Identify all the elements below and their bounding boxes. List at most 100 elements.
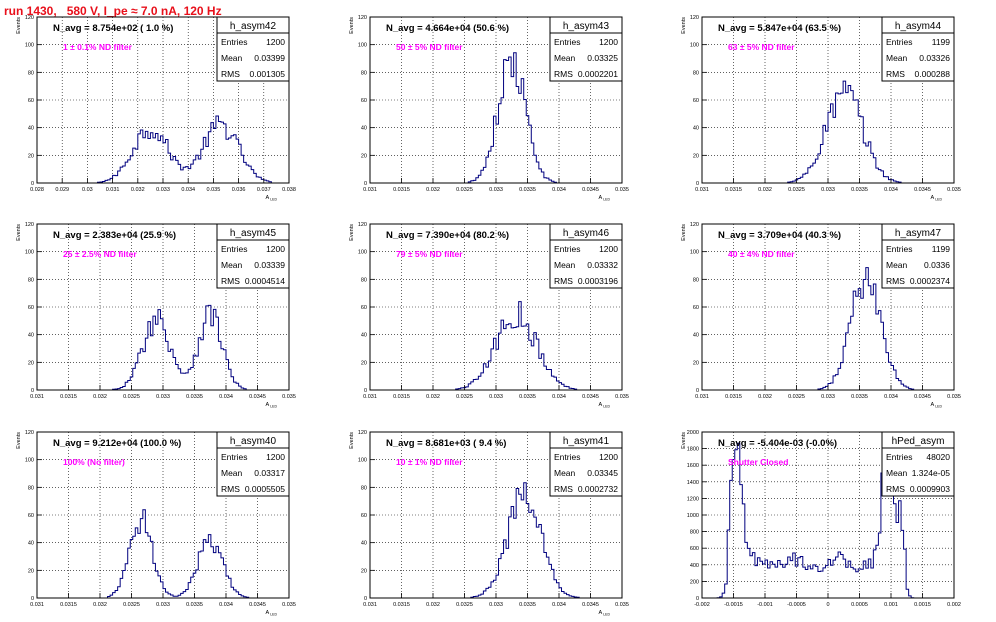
x-tick-label: 0.035	[615, 602, 629, 608]
y-tick-label: 400	[690, 563, 699, 569]
x-tick-label: 0.032	[758, 394, 772, 400]
stats-label-mean: Mean	[886, 260, 908, 270]
y-tick-label: 60	[361, 98, 367, 104]
stats-label-rms: RMS	[221, 484, 240, 494]
x-tick-label: 0.034	[219, 602, 233, 608]
y-tick-label: 100	[25, 43, 34, 49]
y-tick-label: 60	[28, 513, 34, 519]
x-tick-label: 0.032	[426, 394, 440, 400]
x-tick-label: 0	[826, 602, 829, 608]
x-tick-label: 0.028	[30, 187, 44, 193]
y-tick-label: 60	[693, 305, 699, 311]
x-tick-label: 0.034	[884, 187, 898, 193]
x-tick-label: 0.031	[695, 394, 709, 400]
x-tick-label: 0.033	[156, 187, 170, 193]
stats-histogram-name: h_asym47	[895, 228, 942, 239]
stats-label-rms: RMS	[554, 484, 573, 494]
x-tick-label: 0.03	[82, 187, 93, 193]
y-tick-label: 40	[28, 333, 34, 339]
y-tick-label: 40	[693, 126, 699, 132]
histogram-title: N_avg = 7.390e+04 (80.2 %)	[386, 230, 509, 241]
y-tick-label: 40	[361, 126, 367, 132]
x-tick-label: 0.033	[489, 602, 503, 608]
stats-label-rms: RMS	[221, 69, 240, 79]
stats-value-entries: 1200	[266, 37, 285, 47]
y-tick-label: 120	[25, 430, 34, 436]
y-tick-label: 100	[358, 43, 367, 49]
y-tick-label: 0	[364, 181, 367, 187]
filter-annotation: 40 ± 4% ND filter	[728, 249, 795, 259]
stats-label-entries: Entries	[886, 37, 912, 47]
stats-box	[881, 32, 955, 82]
stats-value-mean: 0.03399	[254, 53, 285, 63]
stats-box	[549, 447, 623, 497]
filter-annotation: 1 ± 0.1% ND filter	[63, 42, 133, 52]
x-tick-label: 0.033	[489, 394, 503, 400]
stats-value-entries: 48020	[926, 452, 950, 462]
stats-value-rms: 0.0002201	[578, 69, 618, 79]
stats-label-rms: RMS	[886, 69, 905, 79]
y-tick-label: 80	[693, 70, 699, 76]
x-tick-label: 0.0315	[393, 394, 410, 400]
x-tick-label: 0.033	[821, 394, 835, 400]
y-tick-label: 40	[693, 333, 699, 339]
y-tick-label: 80	[361, 277, 367, 283]
x-tick-label: 0.0335	[519, 394, 536, 400]
stats-value-rms: 0.0002732	[578, 484, 618, 494]
stats-histogram-name: h_asym40	[230, 436, 277, 447]
stats-value-entries: 1200	[266, 452, 285, 462]
x-axis-label: A LED	[599, 402, 611, 409]
stats-box	[549, 32, 623, 82]
stats-value-rms: 0.0002374	[910, 276, 950, 286]
y-axis-label: Events	[16, 432, 22, 449]
y-tick-label: 100	[25, 250, 34, 256]
histogram-title: N_avg = -5.404e-03 (-0.0%)	[718, 438, 837, 449]
histogram-line	[702, 431, 954, 599]
stats-value-mean: 0.03326	[919, 53, 950, 63]
x-tick-label: 0.001	[884, 602, 898, 608]
x-tick-label: 0.0315	[60, 394, 77, 400]
histogram-h_asym43: 0.031 0.0315 0.032 0.0325 0.033 0.0335 0.034 0.…	[349, 15, 629, 202]
y-tick-label: 40	[28, 126, 34, 132]
stats-label-rms: RMS	[554, 69, 573, 79]
y-tick-label: 80	[28, 277, 34, 283]
run-title: run 1430, 580 V, I_pe ≈ 7.0 nA, 120 Hz	[4, 4, 222, 18]
x-tick-label: -0.0015	[724, 602, 743, 608]
x-tick-label: 0.032	[93, 394, 107, 400]
x-tick-label: 0.0315	[393, 187, 410, 193]
x-axis-label: A LED	[931, 402, 943, 409]
filter-annotation: 63 ± 5% ND filter	[728, 42, 795, 52]
y-tick-label: 120	[358, 222, 367, 228]
x-tick-label: 0.0335	[519, 602, 536, 608]
y-tick-label: 0	[364, 596, 367, 602]
x-tick-label: 0.0335	[851, 394, 868, 400]
y-tick-label: 40	[361, 333, 367, 339]
y-tick-label: 80	[361, 485, 367, 491]
stats-label-mean: Mean	[221, 468, 243, 478]
y-tick-label: 120	[358, 430, 367, 436]
x-tick-label: 0.034	[552, 394, 566, 400]
y-tick-label: 120	[690, 15, 699, 21]
x-tick-label: 0.036	[232, 187, 246, 193]
x-tick-label: 0.033	[489, 187, 503, 193]
x-tick-label: 0.031	[363, 602, 377, 608]
y-tick-label: 120	[690, 222, 699, 228]
y-tick-label: 600	[690, 546, 699, 552]
y-axis-label: Events	[16, 224, 22, 241]
stats-label-mean: Mean	[886, 53, 908, 63]
histogram-h_asym44: 0.031 0.0315 0.032 0.0325 0.033 0.0335 0.034 0.…	[681, 15, 961, 202]
histogram-title: N_avg = 3.709e+04 (40.3 %)	[718, 230, 841, 241]
filter-annotation: 25 ± 2.5% ND filter	[63, 249, 137, 259]
histogram-title: N_avg = 8.681e+03 ( 9.4 %)	[386, 438, 506, 449]
stats-label-rms: RMS	[221, 276, 240, 286]
x-tick-label: 0.0325	[788, 394, 805, 400]
y-tick-label: 0	[696, 388, 699, 394]
stats-value-entries: 1200	[599, 452, 618, 462]
x-tick-label: 0.0315	[60, 602, 77, 608]
stats-value-rms: 0.0003196	[578, 276, 618, 286]
x-tick-label: 0.038	[282, 187, 296, 193]
y-tick-label: 20	[361, 568, 367, 574]
stats-label-entries: Entries	[221, 37, 247, 47]
histogram-line	[37, 115, 289, 184]
